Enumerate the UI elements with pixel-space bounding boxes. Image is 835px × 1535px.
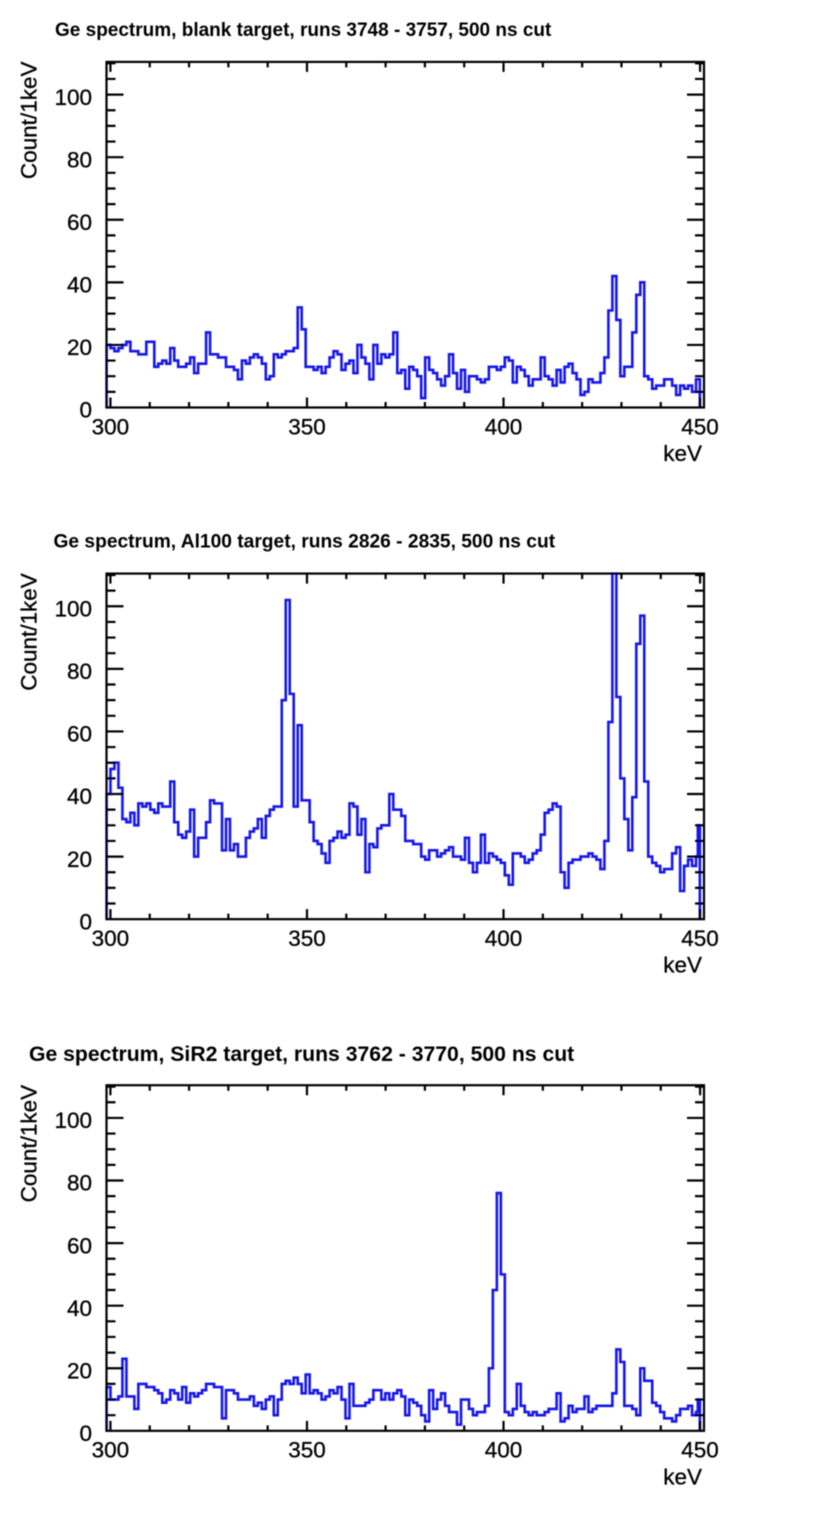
svg-text:80: 80 bbox=[67, 1171, 92, 1196]
svg-text:450: 450 bbox=[681, 414, 719, 439]
svg-text:40: 40 bbox=[67, 784, 92, 809]
svg-text:20: 20 bbox=[67, 335, 92, 360]
svg-text:Count/1keV: Count/1keV bbox=[16, 62, 41, 180]
svg-text:400: 400 bbox=[485, 1438, 523, 1463]
svg-text:0: 0 bbox=[79, 909, 92, 934]
svg-text:20: 20 bbox=[67, 1358, 92, 1383]
svg-text:80: 80 bbox=[67, 147, 92, 172]
svg-text:Count/1keV: Count/1keV bbox=[16, 573, 41, 691]
svg-text:Ge spectrum, Al100 target, run: Ge spectrum, Al100 target, runs 2826 - 2… bbox=[54, 532, 556, 553]
svg-text:keV: keV bbox=[663, 441, 702, 466]
svg-text:350: 350 bbox=[288, 414, 326, 439]
svg-text:300: 300 bbox=[92, 414, 130, 439]
svg-text:350: 350 bbox=[288, 1438, 326, 1463]
svg-text:450: 450 bbox=[681, 1438, 719, 1463]
svg-text:60: 60 bbox=[67, 210, 92, 235]
svg-text:60: 60 bbox=[67, 722, 92, 747]
svg-text:300: 300 bbox=[92, 926, 130, 951]
svg-text:keV: keV bbox=[663, 953, 702, 978]
svg-text:Ge spectrum, blank target, run: Ge spectrum, blank target, runs 3748 - 3… bbox=[55, 20, 552, 41]
svg-text:keV: keV bbox=[663, 1464, 702, 1489]
svg-text:100: 100 bbox=[54, 596, 92, 621]
svg-text:0: 0 bbox=[79, 398, 92, 423]
svg-text:300: 300 bbox=[92, 1438, 130, 1463]
svg-text:Ge spectrum, SiR2 target, runs: Ge spectrum, SiR2 target, runs 3762 - 37… bbox=[29, 1043, 574, 1066]
svg-text:60: 60 bbox=[67, 1233, 92, 1258]
svg-text:20: 20 bbox=[67, 847, 92, 872]
svg-text:80: 80 bbox=[67, 659, 92, 684]
svg-text:100: 100 bbox=[54, 85, 92, 110]
svg-text:400: 400 bbox=[485, 414, 523, 439]
svg-text:350: 350 bbox=[288, 926, 326, 951]
svg-text:0: 0 bbox=[79, 1421, 92, 1446]
svg-text:40: 40 bbox=[67, 273, 92, 298]
svg-text:Count/1keV: Count/1keV bbox=[16, 1085, 41, 1203]
svg-text:450: 450 bbox=[681, 926, 719, 951]
svg-text:40: 40 bbox=[67, 1296, 92, 1321]
svg-text:100: 100 bbox=[54, 1108, 92, 1133]
svg-text:400: 400 bbox=[485, 926, 523, 951]
